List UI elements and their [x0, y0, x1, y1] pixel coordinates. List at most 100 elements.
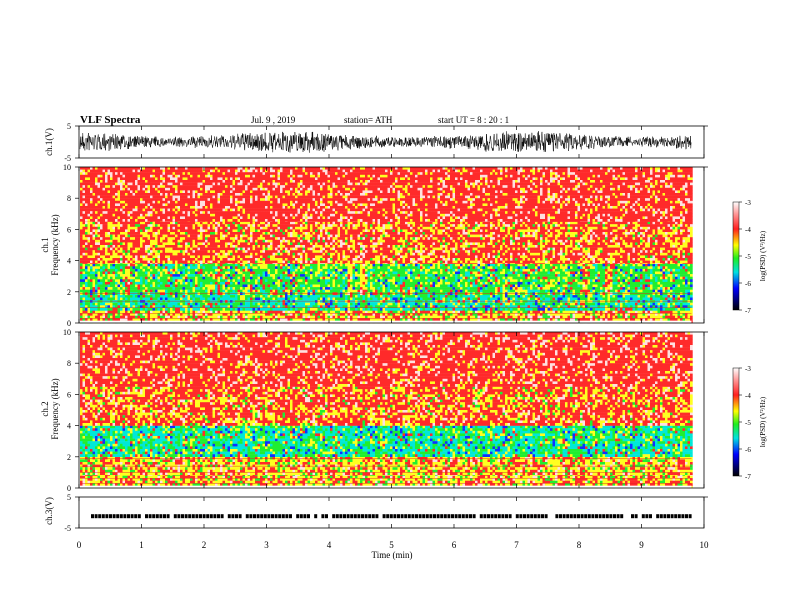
psd-cell: [205, 172, 208, 175]
psd-cell: [215, 294, 218, 298]
psd-cell: [172, 198, 176, 201]
psd-cell: [97, 213, 101, 217]
psd-cell: [115, 206, 118, 209]
psd-cell: [212, 206, 216, 209]
psd-cell: [97, 318, 101, 322]
psd-cell: [137, 268, 141, 272]
psd-cell: [187, 276, 191, 280]
psd-cell: [152, 245, 156, 248]
psd-cell: [107, 263, 111, 264]
psd-cell: [237, 292, 241, 296]
psd-cell: [150, 263, 153, 267]
psd-cell: [172, 177, 176, 181]
psd-cell: [82, 185, 86, 188]
psd-cell: [242, 203, 246, 207]
psd-cell: [120, 252, 123, 256]
psd-cell: [125, 177, 128, 181]
psd-cell: [267, 300, 271, 303]
psd-cell: [195, 237, 198, 240]
psd-cell: [205, 185, 208, 188]
psd-cell: [82, 315, 86, 319]
psd-cell: [177, 208, 181, 212]
psd-cell: [115, 266, 118, 270]
psd-cell: [165, 292, 168, 296]
psd-cell: [90, 203, 93, 207]
psd-cell: [130, 274, 133, 277]
psd-cell: [155, 250, 158, 253]
psd-cell: [122, 245, 126, 248]
psd-cell: [197, 206, 201, 209]
psd-cell: [140, 276, 143, 280]
psd-cell: [162, 276, 166, 280]
psd-cell: [175, 268, 178, 272]
psd-cell: [212, 185, 216, 188]
psd-cell: [212, 268, 216, 272]
psd-cell: [172, 180, 176, 183]
psd-cell: [262, 300, 266, 303]
psd-cell: [252, 255, 256, 259]
psd-cell: [120, 229, 123, 233]
psd-cell: [225, 229, 228, 233]
psd-cell: [192, 318, 196, 322]
psd-cell: [232, 279, 236, 283]
psd-cell: [237, 305, 241, 309]
psd-cell: [107, 167, 111, 170]
psd-cell: [180, 258, 183, 261]
psd-cell: [82, 211, 86, 214]
psd-cell: [92, 294, 96, 298]
psd-cell: [267, 226, 271, 230]
psd-cell: [265, 315, 268, 319]
psd-cell: [170, 292, 173, 296]
psd-cell: [182, 255, 186, 259]
psd-cell: [207, 263, 211, 264]
psd-cell: [190, 195, 193, 199]
psd-cell: [232, 281, 236, 285]
psd-cell: [212, 221, 216, 225]
psd-cell: [232, 200, 236, 204]
psd-cell: [160, 239, 163, 243]
psd-cell: [247, 239, 251, 243]
psd-cell: [172, 193, 176, 196]
psd-cell: [112, 294, 116, 298]
psd-cell: [102, 263, 106, 267]
psd-cell: [220, 287, 223, 290]
psd-cell: [190, 247, 193, 251]
psd-cell: [97, 234, 101, 238]
psd-cell: [222, 315, 226, 319]
psd-cell: [237, 276, 241, 280]
psd-cell: [222, 305, 226, 309]
psd-cell: [152, 274, 156, 277]
psd-cell: [80, 302, 83, 306]
psd-cell: [270, 266, 273, 270]
psd-cell: [142, 213, 146, 217]
psd-cell: [195, 268, 198, 272]
psd-cell: [237, 258, 241, 261]
psd-cell: [92, 255, 96, 259]
psd-cell: [95, 287, 98, 290]
psd-cell: [112, 305, 116, 309]
psd-cell: [240, 187, 243, 191]
psd-cell: [275, 250, 278, 253]
psd-cell: [150, 234, 153, 238]
psd-cell: [157, 292, 161, 296]
psd-cell: [172, 242, 176, 246]
psd-cell: [192, 284, 196, 288]
psd-cell: [167, 302, 171, 306]
psd-cell: [102, 260, 106, 264]
psd-cell: [105, 237, 108, 240]
psd-cell: [90, 313, 93, 316]
psd-cell: [85, 255, 88, 259]
psd-cell: [110, 287, 113, 290]
psd-cell: [160, 260, 163, 264]
psd-cell: [165, 206, 168, 209]
psd-cell: [180, 239, 183, 243]
psd-cell: [210, 213, 213, 217]
psd-cell: [245, 292, 248, 296]
psd-cell: [105, 169, 108, 173]
psd-cell: [215, 172, 218, 175]
psd-cell: [272, 276, 276, 280]
psd-cell: [127, 200, 131, 204]
psd-cell: [177, 177, 181, 181]
psd-cell: [80, 305, 83, 309]
psd-cell: [85, 167, 88, 170]
